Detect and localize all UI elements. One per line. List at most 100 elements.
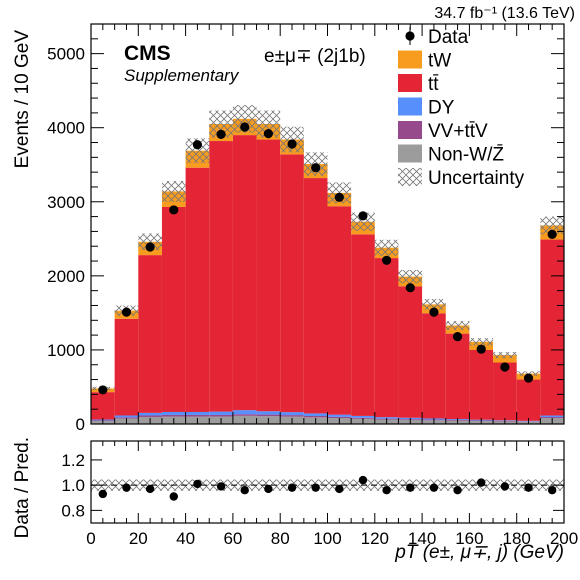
ratio-point-0 [98, 489, 108, 499]
data-point-7 [263, 129, 273, 139]
legend-swatch-4 [398, 121, 422, 139]
ratio-point-5 [216, 482, 226, 491]
bar-1-7 [256, 414, 281, 417]
uncertainty-band-3 [161, 180, 186, 202]
bar-2-8 [280, 412, 304, 416]
bar-4-17 [493, 355, 517, 363]
experiment-label: CMS [124, 42, 171, 65]
xtick-label-4: 80 [271, 529, 290, 548]
bar-2-19 [540, 415, 564, 418]
ratio-point-3 [169, 492, 178, 501]
main-panel: 0 1000 2000 3000 4000 5000 [47, 23, 565, 434]
data-point-4 [192, 140, 203, 150]
xtick-label-5: 100 [313, 529, 341, 548]
bar-3-3 [161, 206, 186, 412]
uncertainty-band-13 [398, 269, 423, 284]
data-point-12 [382, 255, 392, 265]
ratio-panel: 0.8 1.0 1.2 0 20 40 60 80 100 120 140 160 180 200 [61, 440, 578, 548]
ytick-label-2: 2000 [47, 267, 85, 286]
data-point-17 [500, 362, 510, 372]
legend-label-1: tW [428, 51, 451, 72]
data-point-11 [358, 211, 368, 221]
ratio-point-18 [524, 483, 533, 492]
bar-3-0 [91, 392, 115, 420]
bar-2-11 [351, 415, 375, 418]
ratio-point-4 [193, 479, 202, 489]
data-point-9 [311, 163, 321, 173]
legend-label-0: Data [428, 27, 469, 48]
data-point-10 [334, 192, 344, 202]
ytick-label-4: 4000 [47, 119, 85, 138]
ratio-point-14 [429, 483, 439, 492]
subtitle-label: Supplementary [124, 66, 240, 85]
ytick-label-1: 1000 [47, 341, 85, 360]
bar-3-5 [209, 141, 233, 412]
data-point-1 [121, 307, 132, 317]
xtick-label-0: 0 [86, 529, 95, 548]
bar-1-1 [114, 417, 139, 419]
uncertainty-band-12 [374, 239, 399, 256]
data-point-5 [216, 129, 226, 139]
ratio-point-19 [547, 486, 557, 495]
bar-2-3 [161, 412, 186, 415]
uncertainty-band-2 [138, 233, 162, 250]
xtick-label-3: 60 [223, 529, 242, 548]
ytick-label-5: 5000 [47, 45, 85, 64]
data-point-16 [476, 344, 486, 354]
bar-1-10 [327, 416, 352, 419]
bar-2-1 [114, 415, 139, 418]
ratio-point-16 [477, 478, 486, 487]
uncertainty-band-5 [209, 110, 233, 138]
bar-3-1 [114, 318, 139, 416]
uncertainty-band-19 [540, 216, 564, 235]
bar-3-9 [303, 178, 328, 414]
ratio-ytick-label-1: 1.0 [61, 476, 85, 495]
bar-3-10 [327, 206, 352, 415]
channel-label: e±μ∓ (2j1b) [264, 46, 366, 67]
data-point-15 [452, 331, 463, 342]
ratio-point-9 [311, 483, 320, 492]
main-ylabel: Events / 10 GeV [12, 30, 33, 169]
bar-2-4 [185, 412, 210, 415]
uncertainty-band-14 [422, 298, 446, 310]
ratio-point-8 [287, 483, 297, 492]
bar-3-11 [351, 234, 375, 416]
bar-3-6 [232, 135, 257, 411]
xtick-label-1: 20 [129, 529, 148, 548]
bar-3-8 [280, 154, 304, 413]
legend-swatch-2 [398, 74, 422, 92]
data-point-14 [429, 307, 439, 317]
legend-label-5: Non-W/Z̄ [428, 145, 504, 166]
ratio-point-13 [406, 483, 415, 492]
ratio-band-15 [445, 479, 470, 491]
data-point-3 [169, 205, 179, 215]
data-point-2 [145, 242, 155, 252]
bar-2-9 [303, 413, 328, 416]
legend-label-6: Uncertainty [428, 168, 525, 189]
bar-3-19 [540, 239, 564, 416]
bar-2-7 [256, 411, 281, 415]
ratio-point-10 [335, 484, 344, 494]
xlabel: pT (e±, μ∓, j) (GeV) [394, 542, 564, 563]
bar-1-19 [540, 417, 564, 419]
ratio-point-1 [122, 483, 131, 492]
legend-marker-data [405, 31, 415, 41]
legend-swatch-5 [398, 144, 422, 163]
data-point-0 [98, 385, 108, 395]
data-point-13 [405, 283, 415, 293]
uncertainty-band-15 [445, 321, 470, 330]
bar-3-15 [445, 333, 470, 420]
bar-3-7 [256, 139, 281, 412]
uncertainty-band-7 [256, 110, 281, 138]
data-point-8 [287, 139, 297, 149]
bar-1-5 [209, 414, 233, 417]
bar-3-13 [398, 286, 423, 418]
bar-2-5 [209, 411, 233, 415]
ytick-label-0: 0 [76, 415, 85, 434]
legend-swatch-1 [398, 50, 422, 69]
bar-2-2 [138, 412, 162, 416]
bar-2-12 [374, 417, 399, 419]
legend-swatch-uncertainty [398, 168, 422, 186]
